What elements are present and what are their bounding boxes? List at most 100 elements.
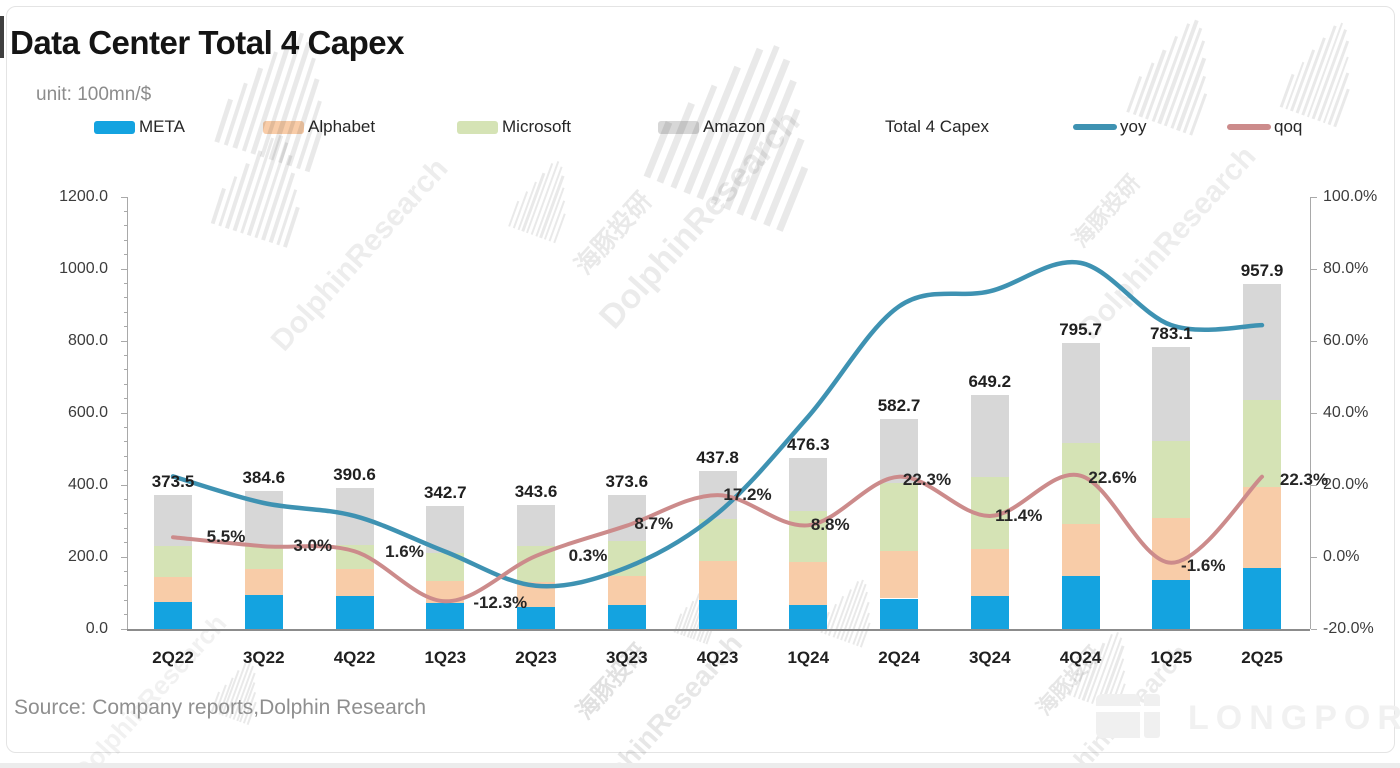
x-axis-line: [127, 629, 1310, 631]
bar-segment-meta-2q25: [1243, 567, 1281, 629]
total-label-2q24: 582.7: [877, 396, 921, 416]
legend-label: Amazon: [703, 117, 766, 136]
bar-segment-alphabet-1q23: [426, 580, 465, 604]
left-axis-minor-tick: [124, 498, 127, 500]
watermark-hatch: [820, 572, 883, 648]
left-axis-minor-tick: [124, 455, 127, 457]
right-axis-major-tick: [1311, 268, 1317, 270]
x-axis-label-1q25: 1Q25: [1150, 648, 1193, 667]
watermark-text: 海豚投研: [569, 186, 658, 280]
bar-segment-amazon-3q24: [970, 395, 1009, 477]
bar-segment-microsoft-2q25: [1243, 400, 1281, 488]
legend-swatch-yoy: [1073, 124, 1117, 130]
right-axis-tick-label: 40.0%: [1323, 404, 1369, 421]
qoq-value-label-2q22: 5.5%: [206, 527, 246, 547]
total-label-3q24: 649.2: [968, 372, 1012, 392]
bar-segment-meta-2q23: [517, 606, 555, 629]
longport-logo-icon: [1096, 694, 1160, 742]
bar-segment-alphabet-2q22: [154, 577, 192, 602]
left-axis-minor-tick: [124, 239, 127, 241]
bar-segment-alphabet-3q24: [970, 548, 1009, 596]
total-label-4q22: 390.6: [333, 465, 376, 485]
left-axis-minor-tick: [124, 426, 127, 428]
left-axis-major-tick: [121, 340, 127, 342]
watermark-hatch: [1068, 624, 1142, 713]
left-axis-minor-tick: [124, 326, 127, 328]
bar-segment-microsoft-4q23: [698, 519, 737, 561]
bar-segment-alphabet-2q25: [1243, 487, 1281, 568]
x-axis-label-4q22: 4Q22: [333, 648, 376, 667]
bar-segment-meta-1q24: [789, 604, 828, 629]
bar-segment-amazon-4q22: [335, 488, 374, 545]
left-axis-minor-tick: [124, 297, 127, 299]
bar-segment-meta-1q23: [426, 603, 465, 629]
x-axis-label-2q22: 2Q22: [152, 648, 194, 667]
left-axis-minor-tick: [124, 354, 127, 356]
bar-segment-microsoft-2q22: [154, 545, 192, 578]
qoq-value-label-1q25: -1.6%: [1181, 555, 1226, 575]
left-axis-major-tick: [121, 196, 127, 198]
qoq-value-label-1q23: -12.3%: [473, 593, 528, 613]
legend-label: yoy: [1120, 117, 1147, 136]
left-axis-minor-tick: [124, 599, 127, 601]
bar-segment-microsoft-2q23: [517, 546, 555, 582]
total-label-3q23: 373.6: [605, 471, 649, 491]
left-axis-minor-tick: [124, 254, 127, 256]
total-label-4q24: 795.7: [1059, 319, 1102, 339]
left-axis-minor-tick: [124, 614, 127, 616]
bar-segment-alphabet-3q23: [607, 576, 646, 606]
legend-item-total-4-capex: Total 4 Capex: [885, 112, 989, 142]
x-axis-label-4q23: 4Q23: [696, 648, 739, 667]
right-axis-major-tick: [1311, 340, 1317, 342]
left-axis-tick-label: 600.0: [67, 404, 108, 421]
legend-item-meta: META: [94, 112, 185, 142]
bar-segment-meta-3q24: [970, 595, 1009, 629]
x-axis-label-2q25: 2Q25: [1241, 648, 1283, 667]
watermark-hatch: [508, 153, 582, 244]
bar-segment-meta-4q24: [1061, 575, 1100, 629]
bar-segment-microsoft-3q22: [244, 544, 283, 569]
bar-segment-alphabet-3q22: [244, 568, 283, 595]
bar-segment-microsoft-3q23: [607, 540, 646, 577]
left-axis-minor-tick: [124, 398, 127, 400]
bar-segment-alphabet-4q23: [698, 560, 737, 601]
left-axis-minor-tick: [124, 513, 127, 515]
bar-segment-meta-3q23: [607, 605, 646, 629]
bar-segment-meta-2q24: [880, 598, 918, 629]
x-axis-label-3q24: 3Q24: [968, 648, 1011, 667]
right-axis-tick-label: -20.0%: [1323, 620, 1374, 637]
left-axis-major-tick: [121, 484, 127, 486]
left-axis-tick-label: 1200.0: [59, 188, 108, 205]
watermark-text: DolphinResearch: [1072, 139, 1263, 346]
bar-segment-meta-3q22: [244, 594, 283, 629]
watermark-text: 海豚投研: [1067, 169, 1145, 253]
left-axis-tick-label: 200.0: [67, 548, 108, 565]
total-label-2q25: 957.9: [1240, 261, 1284, 281]
x-axis-label-3q22: 3Q22: [242, 648, 285, 667]
right-axis-tick-label: 0.0%: [1323, 548, 1360, 565]
qoq-value-label-1q24: 8.8%: [810, 515, 850, 535]
left-axis-minor-tick: [124, 570, 127, 572]
qoq-value-label-2q23: 0.3%: [568, 545, 608, 565]
bar-segment-microsoft-2q24: [880, 482, 918, 551]
left-axis-major-tick: [121, 628, 127, 630]
right-axis-major-tick: [1311, 484, 1317, 486]
x-axis-label-1q24: 1Q24: [787, 648, 830, 667]
legend-item-yoy: yoy: [1073, 112, 1146, 142]
legend-swatch-qoq: [1227, 124, 1271, 130]
total-label-1q23: 342.7: [423, 482, 467, 502]
legend-item-microsoft: Microsoft: [457, 112, 571, 142]
total-label-2q22: 373.5: [151, 471, 195, 491]
total-label-2q23: 343.6: [514, 482, 558, 502]
bar-segment-amazon-2q25: [1243, 284, 1281, 400]
bar-segment-amazon-1q24: [789, 457, 828, 512]
right-axis-tick-label: 20.0%: [1323, 476, 1369, 493]
left-axis-minor-tick: [124, 225, 127, 227]
left-axis-minor-tick: [124, 369, 127, 371]
left-axis-minor-tick: [124, 282, 127, 284]
qoq-value-label-2q24: 22.3%: [902, 469, 952, 489]
qoq-value-label-4q24: 22.6%: [1088, 467, 1137, 487]
bar-segment-amazon-2q22: [154, 494, 192, 546]
total-label-1q24: 476.3: [786, 434, 830, 454]
